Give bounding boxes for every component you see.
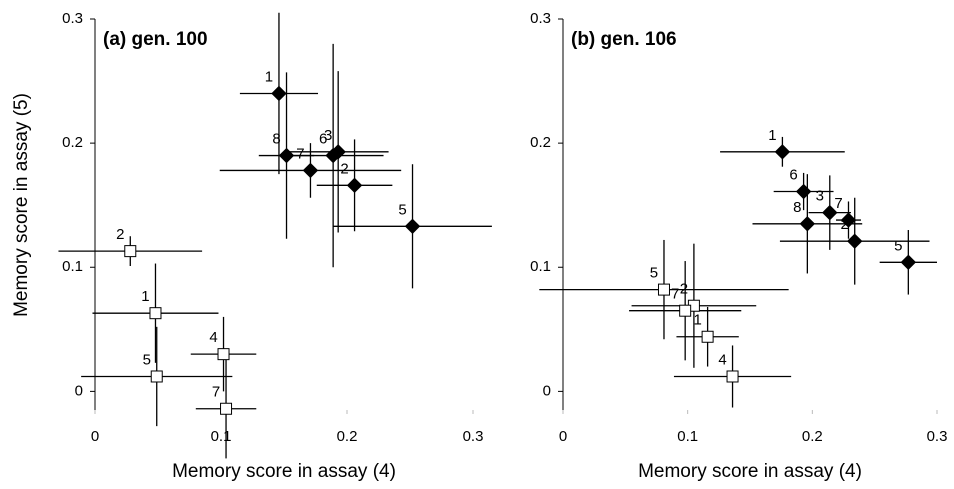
point [217, 348, 230, 361]
x-tick-label: 0.2 [802, 428, 823, 445]
point-label: 3 [816, 188, 824, 205]
point [404, 218, 421, 234]
point-label: 6 [789, 167, 797, 184]
point-label: 4 [718, 351, 726, 368]
chart-title: (b) gen. 106 [571, 29, 677, 50]
x-axis-label: Memory score in assay (4) [638, 461, 862, 482]
point [271, 85, 287, 102]
point [220, 402, 233, 415]
point [726, 370, 739, 383]
point-label: 7 [671, 286, 679, 303]
point-label: 2 [340, 160, 348, 177]
y-tick-label: 0.3 [530, 10, 551, 27]
point [657, 283, 670, 296]
x-axis-label: Memory score in assay (4) [172, 461, 396, 482]
point [900, 254, 917, 270]
point-label: 5 [143, 351, 151, 368]
point [822, 204, 838, 221]
y-tick-label: 0.3 [62, 10, 83, 27]
point-label: 2 [680, 281, 688, 298]
point [795, 183, 812, 200]
point-label: 8 [793, 199, 801, 216]
point [346, 177, 363, 194]
point [840, 212, 857, 228]
y-tick-label: 0 [543, 382, 551, 399]
y-axis-label: Memory score in assay (5) [11, 93, 32, 317]
point [302, 162, 319, 179]
point-label: 5 [650, 265, 658, 282]
point-label: 2 [116, 226, 124, 243]
point-label: 5 [894, 237, 902, 254]
x-tick-label: 0 [91, 428, 99, 445]
y-tick-label: 0.2 [62, 134, 83, 151]
point-label: 3 [324, 127, 332, 144]
point-label: 1 [693, 312, 701, 329]
y-tick-label: 0.1 [62, 258, 83, 275]
point-label: 1 [265, 68, 273, 85]
point-label: 4 [209, 329, 217, 346]
x-tick-label: 0.1 [211, 428, 232, 445]
point-label: 2 [841, 216, 849, 233]
point [150, 370, 163, 383]
point-label: 6 [319, 131, 327, 148]
x-tick-label: 0.2 [337, 428, 358, 445]
point [278, 147, 295, 164]
point [124, 245, 137, 258]
y-tick-label: 0 [75, 382, 83, 399]
point-label: 8 [272, 131, 280, 148]
y-tick-label: 0.2 [530, 134, 551, 151]
y-tick-label: 0.1 [530, 258, 551, 275]
point [847, 233, 863, 249]
point [679, 304, 692, 317]
point [149, 307, 162, 320]
point-label: 1 [768, 127, 776, 144]
x-tick-label: 0.1 [677, 428, 698, 445]
point [330, 144, 346, 160]
point [701, 330, 714, 343]
chart-title: (a) gen. 100 [103, 29, 208, 50]
point [774, 144, 791, 160]
point [799, 216, 816, 232]
point-label: 5 [398, 201, 406, 218]
point-label: 1 [141, 288, 149, 305]
x-tick-label: 0 [559, 428, 567, 445]
x-tick-label: 0.3 [927, 428, 948, 445]
point-label: 7 [296, 145, 304, 162]
point-label: 7 [834, 195, 842, 212]
x-tick-label: 0.3 [463, 428, 484, 445]
point-label: 7 [212, 384, 220, 401]
